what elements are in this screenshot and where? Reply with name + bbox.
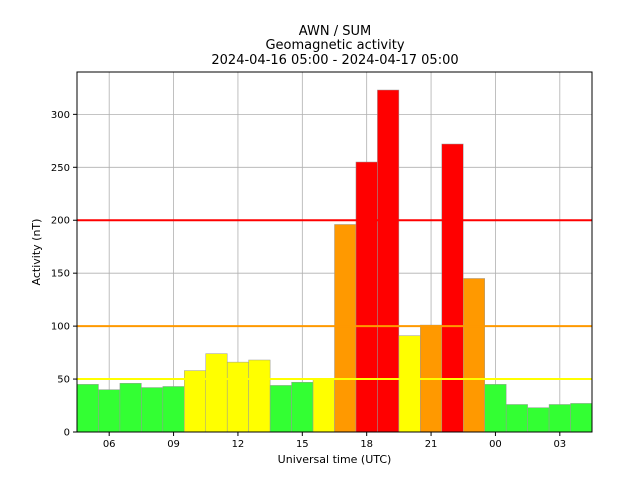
- x-tick-label: 18: [360, 439, 373, 450]
- bar: [377, 89, 400, 433]
- bar: [334, 224, 357, 433]
- x-tick-label: 15: [296, 439, 309, 450]
- x-tick-label: 09: [167, 439, 180, 450]
- x-tick-label: 21: [425, 439, 438, 450]
- bar: [570, 403, 593, 433]
- x-tick-label: 00: [489, 439, 502, 450]
- bar: [355, 161, 378, 433]
- x-tick-label: 12: [232, 439, 245, 450]
- bar: [226, 361, 249, 433]
- bar: [98, 389, 121, 433]
- bar: [312, 378, 335, 433]
- y-tick-label: 200: [51, 216, 70, 227]
- bar: [527, 407, 550, 433]
- y-tick-label: 250: [51, 163, 70, 174]
- plot-frame: [76, 71, 593, 433]
- bar: [76, 384, 99, 433]
- bar: [269, 385, 292, 433]
- bar: [505, 404, 528, 433]
- y-axis: 0 50 100 150 200 250 300: [51, 110, 77, 439]
- bars: [76, 89, 593, 433]
- x-axis: 06 09 12 15 18 21 00 03: [103, 432, 566, 450]
- bar: [398, 335, 421, 433]
- x-axis-label: Universal time (UTC): [278, 453, 392, 466]
- chart-title: AWN / SUM: [298, 24, 372, 39]
- bar: [484, 384, 507, 433]
- y-tick-label: 150: [51, 269, 70, 280]
- x-tick-label: 03: [553, 439, 566, 450]
- bar: [119, 383, 142, 433]
- x-tick-label: 06: [103, 439, 116, 450]
- bar: [291, 381, 314, 433]
- y-tick-label: 300: [51, 110, 70, 121]
- bar: [162, 386, 185, 433]
- bar: [548, 404, 571, 433]
- y-tick-label: 100: [51, 322, 70, 333]
- y-axis-label: Activity (nT): [30, 219, 43, 286]
- y-tick-label: 50: [57, 375, 70, 386]
- chart-period: 2024-04-16 05:00 - 2024-04-17 05:00: [211, 53, 459, 68]
- threshold-lines: [77, 219, 592, 381]
- bar: [205, 353, 228, 433]
- bar: [248, 359, 271, 433]
- bar: [441, 143, 464, 433]
- bar: [141, 387, 164, 433]
- y-tick-label: 0: [64, 428, 70, 439]
- bar: [463, 278, 485, 433]
- chart-subtitle: Geomagnetic activity: [265, 38, 405, 53]
